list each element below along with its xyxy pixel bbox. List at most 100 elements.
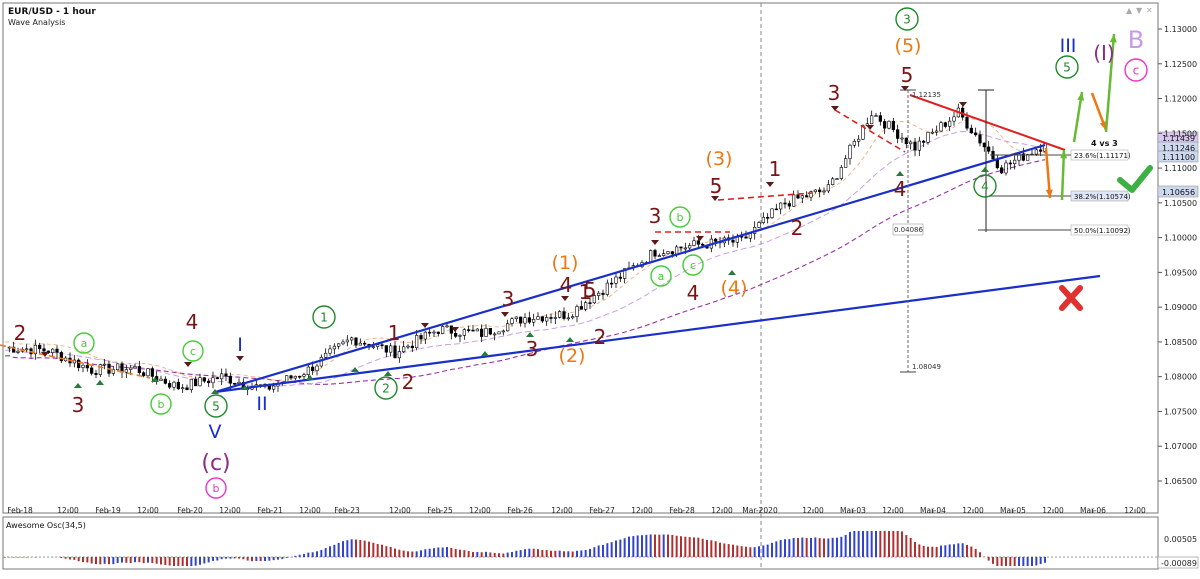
wave-label-orange: (3) <box>706 148 733 170</box>
candle-body <box>1035 150 1038 154</box>
candle-body <box>485 328 488 336</box>
candle-body <box>17 351 20 352</box>
oscillator-bar <box>1001 557 1003 566</box>
candle-body <box>459 335 462 336</box>
candle-body <box>103 364 106 365</box>
oscillator-bar <box>117 557 119 563</box>
fib-label: 50.0%(1.10092) <box>1074 227 1131 235</box>
candle-body <box>446 326 449 327</box>
wave-label-green: 5 <box>212 400 220 414</box>
oscillator-bar <box>710 540 712 557</box>
oscillator-bar <box>606 543 608 557</box>
scroll-down-icon[interactable]: ▼ <box>1136 6 1143 15</box>
y-tick-label: 1.09500 <box>1164 268 1197 277</box>
wave-label-lime: a <box>658 270 665 283</box>
candle-body <box>550 317 553 318</box>
oscillator-bar <box>927 547 929 557</box>
wave-label-green: 2 <box>382 382 390 396</box>
oscillator-bar <box>840 537 842 557</box>
candle-body <box>303 375 306 377</box>
oscillator-bar <box>632 536 634 557</box>
oscillator-bar <box>364 541 366 557</box>
candle-body <box>576 306 579 316</box>
candle-body <box>125 370 128 373</box>
candle-body <box>25 349 28 350</box>
oscillator-bar <box>17 557 19 558</box>
oscillator-bar <box>212 557 214 561</box>
oscillator-bar <box>537 549 539 557</box>
oscillator-bar <box>394 549 396 557</box>
candle-body <box>888 121 891 128</box>
oscillator-bar <box>260 557 262 561</box>
close-icon[interactable]: ✕ <box>1146 6 1153 15</box>
candle-body <box>238 382 241 383</box>
candle-body <box>290 376 293 378</box>
oscillator-bar <box>242 557 244 559</box>
candle-body <box>875 116 878 117</box>
oscillator-bar <box>468 551 470 557</box>
candle-body <box>558 312 561 318</box>
y-tick-label: 1.06500 <box>1164 477 1197 486</box>
oscillator-bar <box>73 557 75 560</box>
y-tick-label: 1.11000 <box>1164 164 1197 173</box>
candle-body <box>437 332 440 334</box>
oscillator-bar <box>585 550 587 557</box>
x-tick-label: 12:00 <box>57 506 79 515</box>
oscillator-bar <box>156 557 158 564</box>
oscillator-bar <box>550 551 552 557</box>
candle-body <box>350 338 353 340</box>
oscillator-bar <box>21 557 23 558</box>
oscillator-bar <box>60 557 62 558</box>
candle-body <box>1009 163 1012 164</box>
candle-body <box>411 346 414 348</box>
wave-label-darkred: 3 <box>649 204 662 228</box>
candle-body <box>90 368 93 373</box>
candle-body <box>272 386 275 389</box>
oscillator-bar <box>342 541 344 557</box>
oscillator-bar <box>459 550 461 557</box>
oscillator-bar <box>173 557 175 566</box>
oscillator-bar <box>234 557 236 558</box>
oscillator-bar <box>455 549 457 557</box>
candle-body <box>970 128 973 133</box>
candle-body <box>129 368 132 370</box>
window-controls: ▲ ▼ ✕ <box>1126 6 1153 15</box>
oscillator-bar <box>121 557 123 563</box>
candle-body <box>346 340 349 342</box>
x-tick-label: 12:00 <box>137 506 159 515</box>
oscillator-bar <box>671 535 673 557</box>
candle-body <box>615 277 618 283</box>
oscillator-bar <box>95 557 97 564</box>
wave-label-purple: (I) <box>1093 41 1115 65</box>
candle-body <box>337 344 340 346</box>
candle-body <box>532 319 535 322</box>
candle-body <box>602 293 605 294</box>
oscillator-bar <box>138 557 140 562</box>
candle-body <box>541 317 544 321</box>
candle-body <box>797 195 800 198</box>
oscillator-bar <box>892 531 894 557</box>
x-tick-label: 12:00 <box>802 506 824 515</box>
candle-body <box>844 159 847 168</box>
candle-body <box>892 121 895 129</box>
scroll-up-icon[interactable]: ▲ <box>1126 6 1133 15</box>
candle-body <box>472 330 475 331</box>
x-tick-label: 12:00 <box>219 506 241 515</box>
candle-body <box>398 352 401 358</box>
oscillator-bar <box>151 557 153 563</box>
oscillator-bar <box>801 538 803 557</box>
candle-body <box>901 138 904 139</box>
oscillator-bar <box>546 550 548 557</box>
oscillator-bar <box>593 547 595 557</box>
oscillator-bar <box>689 537 691 557</box>
oscillator-bar <box>650 534 652 557</box>
oscillator-bar <box>420 550 422 557</box>
oscillator-bar <box>962 543 964 557</box>
candle-body <box>801 196 804 198</box>
oscillator-bar <box>940 546 942 557</box>
x-tick-label: 12:00 <box>711 506 733 515</box>
oscillator-bar <box>333 545 335 557</box>
oscillator-bar <box>602 545 604 557</box>
oscillator-bar <box>381 545 383 557</box>
candle-body <box>203 378 206 382</box>
